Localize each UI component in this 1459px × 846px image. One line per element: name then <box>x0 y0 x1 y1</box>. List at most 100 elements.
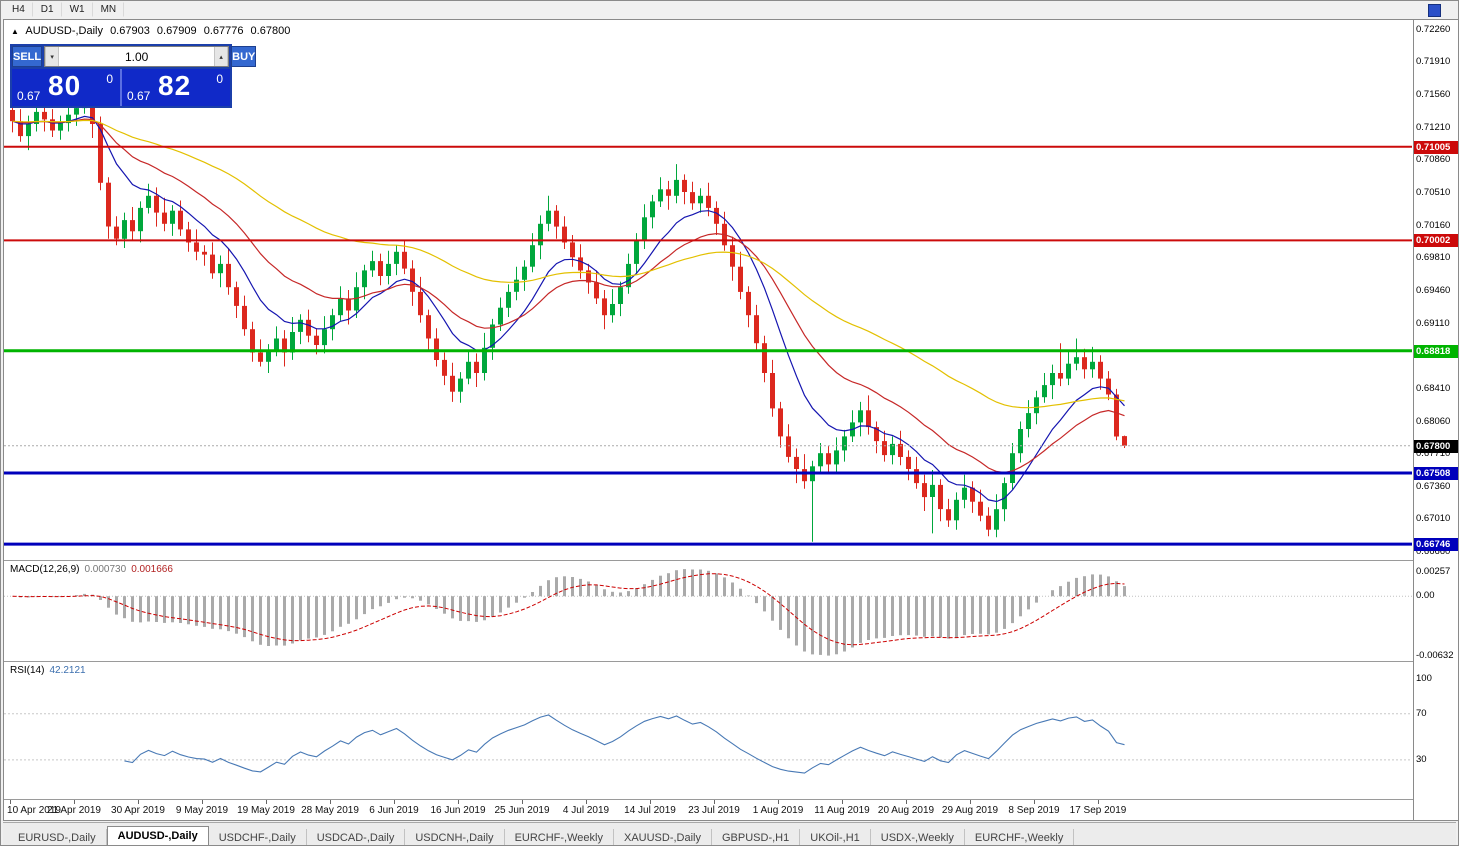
candle-body <box>338 298 343 316</box>
candle-body <box>674 179 679 196</box>
candle-body <box>442 359 447 376</box>
candle-body <box>162 212 167 224</box>
buy-price-point: 0 <box>216 72 223 86</box>
candle-body <box>858 410 863 423</box>
candle-body <box>466 361 471 379</box>
candle-body <box>514 279 519 292</box>
time-tick <box>74 800 75 804</box>
candle-body <box>546 210 551 224</box>
level-price-tag: 0.68818 <box>1414 345 1458 358</box>
price-tick-label: 0.69810 <box>1416 252 1451 263</box>
chart-tab-eurusd-daily[interactable]: EURUSD-,Daily <box>8 829 107 845</box>
macd-tick-label: 0.00 <box>1416 590 1435 601</box>
candle-body <box>434 338 439 360</box>
chart-tab-xauusd-daily[interactable]: XAUUSD-,Daily <box>614 829 712 845</box>
candle-body <box>1026 413 1031 429</box>
date-label: 17 Sep 2019 <box>1069 805 1127 816</box>
level-price-tag: 0.66746 <box>1414 538 1458 551</box>
chart-tab-usdcnh-daily[interactable]: USDCNH-,Daily <box>405 829 505 845</box>
candle-body <box>282 338 287 353</box>
pane-separator[interactable] <box>4 661 1457 662</box>
chart-tab-ukoil-h1[interactable]: UKOil-,H1 <box>800 829 871 845</box>
volume-input[interactable] <box>59 47 215 66</box>
pane-separator[interactable] <box>4 799 1457 800</box>
candle-body <box>490 324 495 348</box>
candle-body <box>818 453 823 467</box>
sell-price-display[interactable]: 0.67 80 0 <box>12 69 120 106</box>
time-tick <box>1098 800 1099 804</box>
sell-price-pips: 80 <box>48 70 82 101</box>
time-tick <box>138 800 139 804</box>
candle-body <box>618 287 623 304</box>
price-axis[interactable]: 0.66660 0.67010 0.67360 0.67710 0.68060 0.684… <box>1413 20 1458 820</box>
time-tick <box>714 800 715 804</box>
chart-tab-eurchf-weekly[interactable]: EURCHF-,Weekly <box>965 829 1075 845</box>
candle-body <box>554 210 559 227</box>
level-price-tag: 0.71005 <box>1414 141 1458 154</box>
chart-tab-gbpusd-h1[interactable]: GBPUSD-,H1 <box>712 829 801 845</box>
candle-body <box>114 226 119 239</box>
timeframe-button-mn[interactable]: MN <box>92 2 125 17</box>
time-tick <box>394 800 395 804</box>
pane-separator[interactable] <box>4 560 1457 561</box>
price-divider <box>120 69 122 106</box>
chart-window[interactable]: ▲ AUDUSD-,Daily 0.67903 0.67909 0.67776 … <box>3 19 1458 821</box>
candle-body <box>122 220 127 239</box>
candle-marker-icon: ▲ <box>11 27 19 36</box>
candle-body <box>42 111 47 120</box>
timeframe-toolbar: H4 D1 W1 MN <box>1 1 125 18</box>
buy-price-prefix: 0.67 <box>127 89 151 103</box>
timeframe-button-d1[interactable]: D1 <box>32 2 62 17</box>
window-tile-icon[interactable] <box>1428 4 1441 17</box>
date-label: 14 Jul 2019 <box>624 805 676 816</box>
time-tick <box>586 800 587 804</box>
macd-tick-label: -0.00632 <box>1416 650 1454 661</box>
candle-body <box>890 443 895 456</box>
candle-body <box>754 315 759 344</box>
candle-body <box>882 441 887 456</box>
candle-body <box>58 123 63 131</box>
buy-button[interactable]: BUY <box>231 46 257 67</box>
date-label: 23 Jul 2019 <box>688 805 740 816</box>
candle-body <box>1002 483 1007 510</box>
volume-decrease-icon[interactable]: ▾ <box>45 47 60 66</box>
candle-body <box>778 408 783 437</box>
candle-body <box>74 108 79 115</box>
chart-tab-bar: EURUSD-,Daily AUDUSD-,Daily USDCHF-,Daily U… <box>3 822 1456 845</box>
timeframe-button-w1[interactable]: W1 <box>61 2 93 17</box>
candle-body <box>330 315 335 330</box>
macd-chart[interactable] <box>4 561 1412 661</box>
rsi-chart[interactable] <box>4 662 1412 799</box>
macd-indicator-name: MACD(12,26,9) <box>10 564 80 575</box>
one-click-trading-panel: SELL ▾ ▴ BUY 0.67 80 0 0.67 82 0 <box>10 44 257 108</box>
date-label: 10 Apr 2019 <box>7 805 61 816</box>
buy-price-display[interactable]: 0.67 82 0 <box>122 69 230 106</box>
chart-tab-usdchf-daily[interactable]: USDCHF-,Daily <box>209 829 307 845</box>
timeframe-button-h4[interactable]: H4 <box>4 2 33 17</box>
bid-price-tag: 0.67800 <box>1414 440 1458 453</box>
rsi-tick-label: 100 <box>1416 673 1432 684</box>
candle-body <box>218 263 223 274</box>
time-axis[interactable]: 10 Apr 2019 21 Apr 2019 30 Apr 2019 9 May 2… <box>4 800 1412 820</box>
price-tick-label: 0.67360 <box>1416 481 1451 492</box>
price-chart[interactable] <box>4 20 1412 560</box>
candle-body <box>586 270 591 283</box>
volume-increase-icon[interactable]: ▴ <box>214 47 229 66</box>
candle-body <box>906 456 911 469</box>
candle-body <box>610 304 615 316</box>
chart-tab-audusd-daily[interactable]: AUDUSD-,Daily <box>106 826 209 845</box>
level-price-tag: 0.70002 <box>1414 234 1458 247</box>
candle-body <box>210 254 215 274</box>
candle-body <box>1034 397 1039 414</box>
sell-button[interactable]: SELL <box>12 46 43 67</box>
time-tick <box>10 800 11 804</box>
chart-tab-eurchf-weekly[interactable]: EURCHF-,Weekly <box>505 829 614 845</box>
chart-tab-usdx-weekly[interactable]: USDX-,Weekly <box>871 829 965 845</box>
chart-tab-usdcad-daily[interactable]: USDCAD-,Daily <box>307 829 406 845</box>
candle-body <box>450 375 455 392</box>
price-tick-label: 0.71560 <box>1416 89 1451 100</box>
time-tick <box>650 800 651 804</box>
candle-body <box>418 291 423 316</box>
price-tick-label: 0.69460 <box>1416 285 1451 296</box>
candle-body <box>714 207 719 224</box>
